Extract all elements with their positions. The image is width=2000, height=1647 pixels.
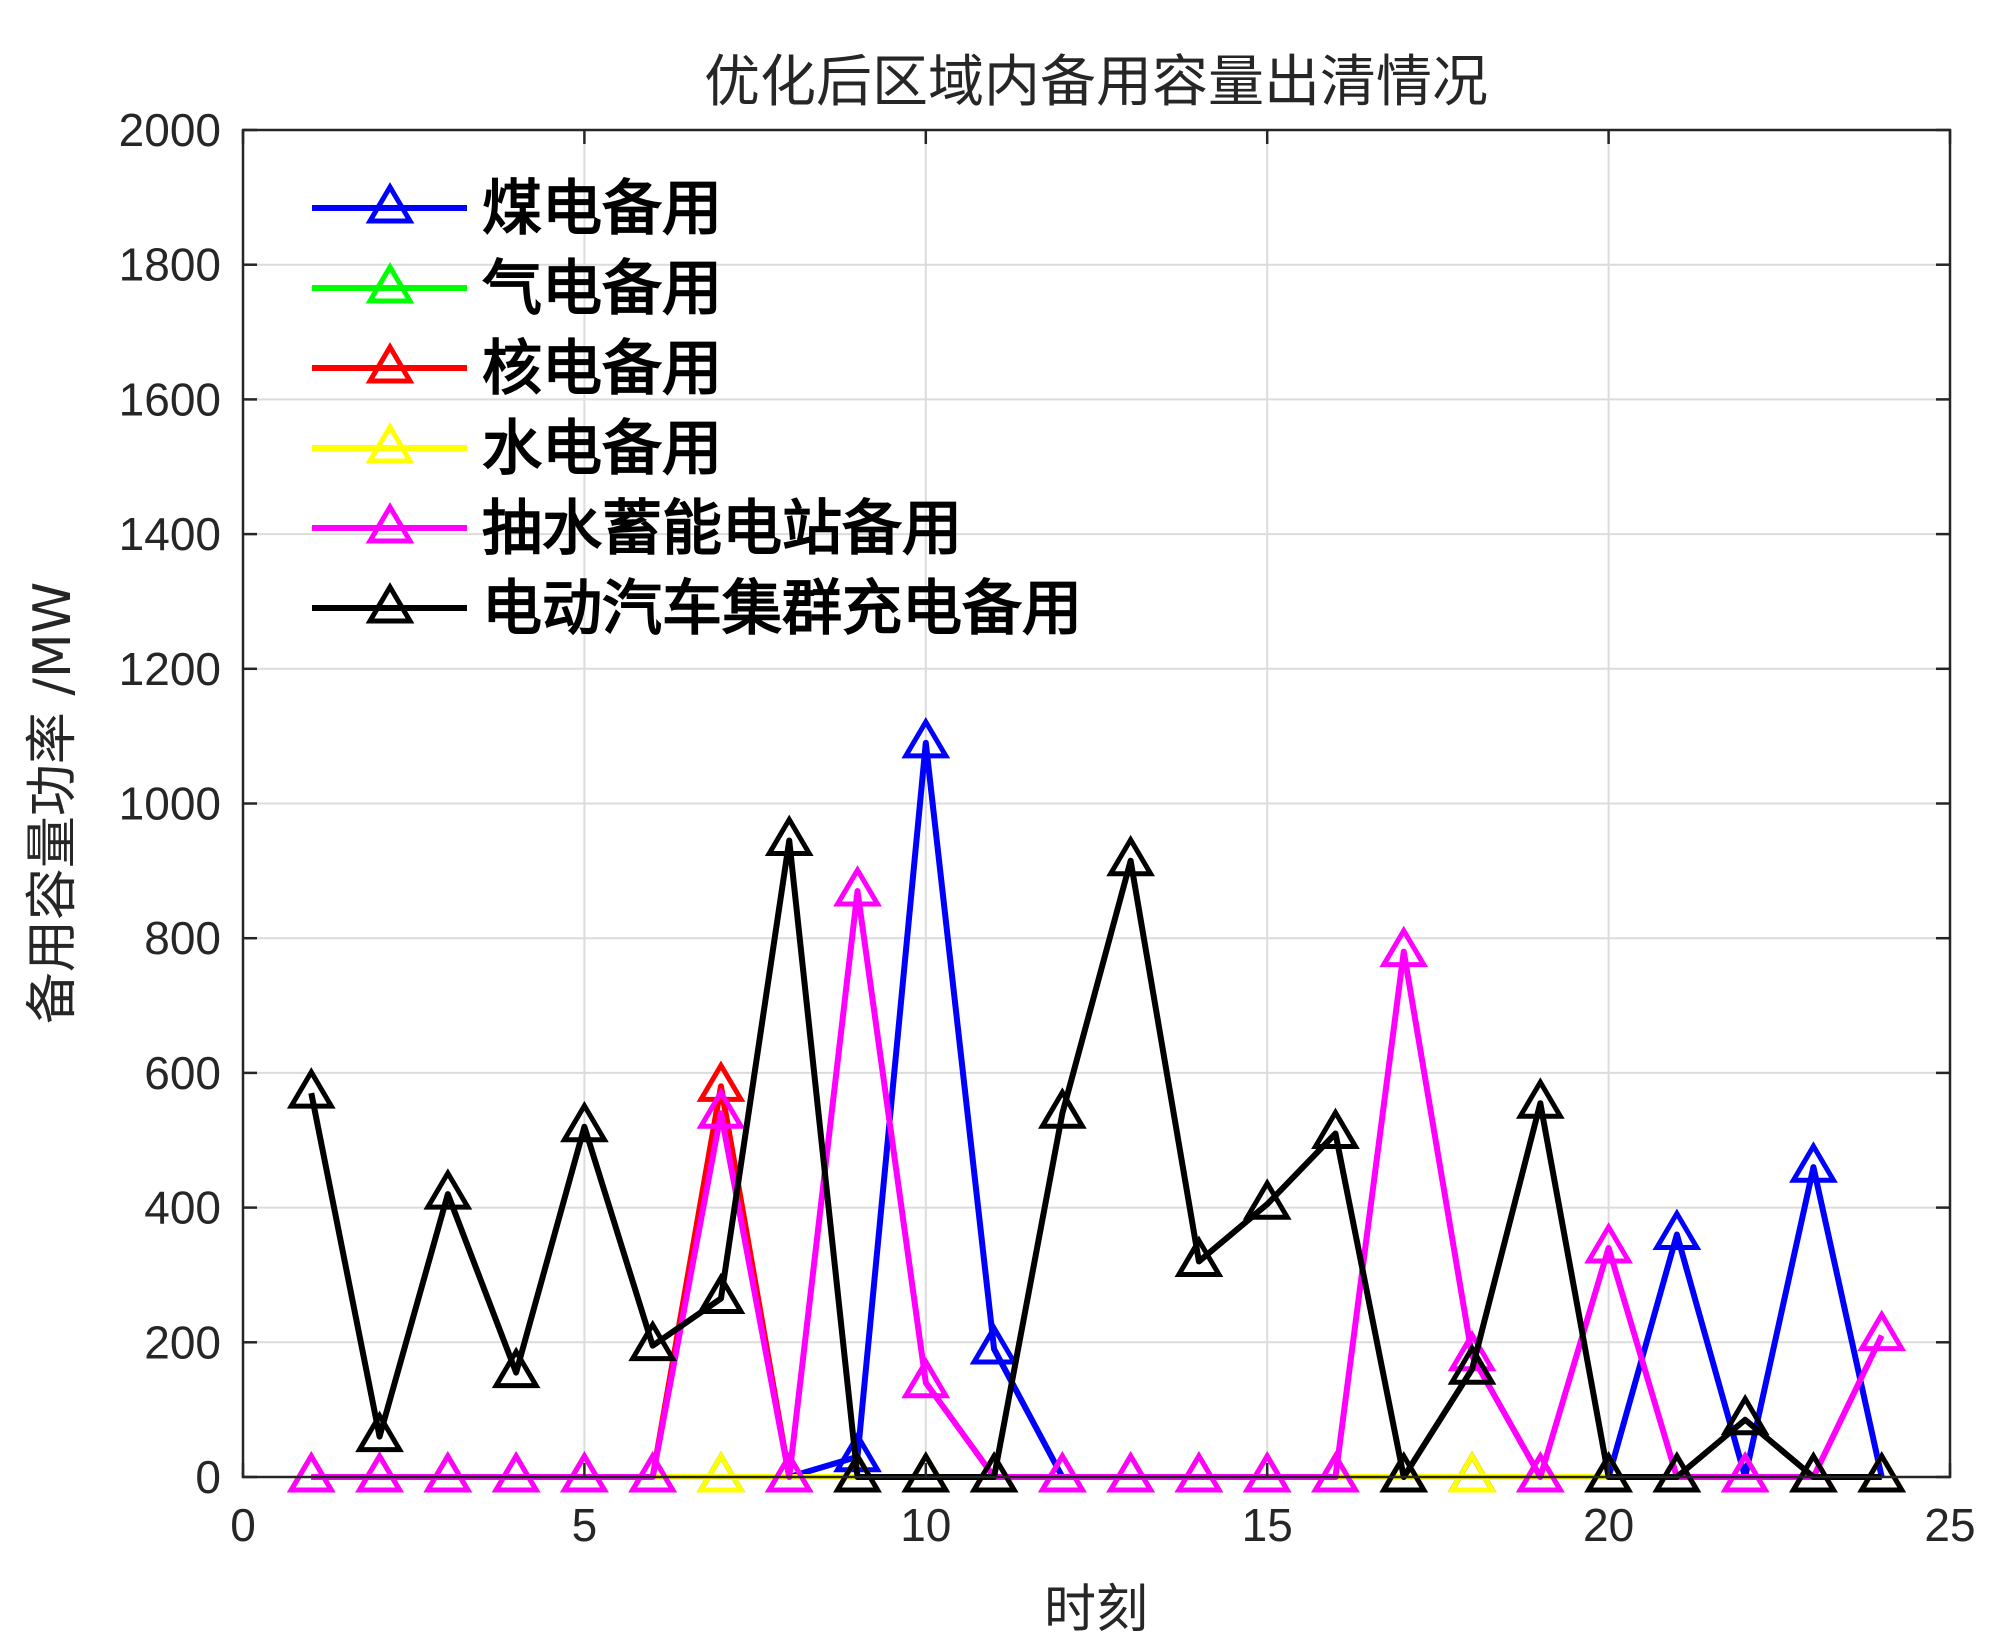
data-point-marker bbox=[696, 1272, 746, 1315]
legend-marker-icon bbox=[365, 502, 415, 544]
data-point-marker bbox=[901, 1451, 951, 1493]
data-point-marker bbox=[1447, 1343, 1497, 1385]
y-tick-label: 400 bbox=[144, 1182, 221, 1234]
data-point-marker bbox=[764, 814, 814, 857]
data-point-marker bbox=[1106, 1451, 1156, 1493]
data-point-marker bbox=[1106, 834, 1156, 877]
y-tick-label: 1600 bbox=[119, 373, 221, 425]
data-point-marker bbox=[1789, 1451, 1838, 1493]
legend-label: 气电备用 bbox=[482, 254, 722, 324]
legend-item: 气电备用 bbox=[312, 254, 722, 324]
data-point-marker bbox=[355, 1451, 404, 1493]
x-tick-label: 5 bbox=[572, 1499, 598, 1551]
y-tick-label: 200 bbox=[144, 1316, 221, 1368]
x-axis-label: 时刻 bbox=[1044, 1580, 1148, 1640]
data-point-marker bbox=[696, 1087, 746, 1129]
x-tick-label: 0 bbox=[230, 1499, 256, 1551]
legend-marker-icon bbox=[365, 182, 415, 224]
data-point-marker bbox=[491, 1346, 541, 1389]
data-point-marker bbox=[1379, 925, 1429, 968]
data-point-marker bbox=[1652, 1451, 1702, 1493]
data-point-marker bbox=[423, 1451, 473, 1493]
data-point-marker bbox=[833, 1451, 882, 1493]
x-tick-label: 25 bbox=[1924, 1499, 1975, 1551]
data-point-marker bbox=[1584, 1451, 1633, 1493]
data-point-marker bbox=[1037, 1451, 1087, 1493]
legend-item: 煤电备用 bbox=[312, 174, 722, 244]
legend-label: 水电备用 bbox=[482, 414, 722, 484]
legend-label: 电动汽车集群充电备用 bbox=[482, 574, 1082, 644]
x-tick-label: 10 bbox=[900, 1499, 951, 1551]
data-point-marker bbox=[1174, 1451, 1224, 1493]
data-point-marker bbox=[1242, 1178, 1292, 1220]
data-point-marker bbox=[1720, 1451, 1770, 1493]
data-point-marker bbox=[560, 1100, 609, 1143]
data-point-marker bbox=[560, 1451, 609, 1493]
data-point-marker bbox=[969, 1451, 1019, 1493]
legend-label: 煤电备用 bbox=[482, 174, 722, 244]
y-tick-label: 600 bbox=[144, 1047, 221, 1099]
data-point-marker bbox=[1037, 1087, 1087, 1129]
data-point-marker bbox=[286, 1067, 336, 1109]
data-point-marker bbox=[1311, 1451, 1360, 1493]
data-point-marker bbox=[901, 716, 951, 759]
y-tick-label: 1800 bbox=[119, 239, 221, 291]
data-point-marker bbox=[696, 1451, 746, 1493]
data-point-marker bbox=[286, 1451, 336, 1493]
legend-item: 抽水蓄能电站备用 bbox=[312, 494, 962, 564]
data-point-marker bbox=[1379, 1451, 1429, 1493]
data-point-marker bbox=[423, 1168, 473, 1210]
x-tick-label: 20 bbox=[1583, 1499, 1634, 1551]
data-point-marker bbox=[1515, 1077, 1565, 1119]
legend-item: 水电备用 bbox=[312, 414, 722, 484]
legend-item: 电动汽车集群充电备用 bbox=[312, 574, 1082, 644]
data-point-marker bbox=[1311, 1107, 1360, 1150]
legend-marker-icon bbox=[365, 342, 415, 384]
data-point-marker bbox=[1584, 1222, 1633, 1264]
data-point-marker bbox=[1652, 1208, 1702, 1251]
data-point-marker bbox=[628, 1319, 678, 1362]
legend-label: 核电备用 bbox=[482, 334, 722, 404]
data-point-marker bbox=[355, 1410, 404, 1453]
y-tick-label: 0 bbox=[195, 1451, 221, 1503]
data-point-marker bbox=[696, 1060, 746, 1102]
y-axis-label: 备用容量功率 /MW bbox=[23, 582, 83, 1024]
data-point-marker bbox=[1447, 1451, 1497, 1493]
legend-item: 核电备用 bbox=[312, 334, 722, 404]
legend-marker-icon bbox=[365, 422, 415, 464]
legend-marker-icon bbox=[365, 262, 415, 304]
data-point-marker bbox=[1789, 1141, 1838, 1183]
data-point-marker bbox=[1174, 1235, 1224, 1277]
data-point-marker bbox=[1242, 1451, 1292, 1493]
data-point-marker bbox=[833, 865, 882, 907]
data-point-marker bbox=[969, 1323, 1019, 1365]
x-tick-label: 15 bbox=[1242, 1499, 1293, 1551]
y-tick-label: 1000 bbox=[119, 778, 221, 830]
data-point-marker bbox=[1857, 1309, 1907, 1352]
data-point-marker bbox=[1857, 1451, 1907, 1493]
axis-ticks: 0 5 10 15 20 25 0 200 400 600 800 1000 1200 1400 1600 1… bbox=[119, 104, 1976, 1551]
data-point-marker bbox=[764, 1451, 814, 1493]
data-point-marker bbox=[901, 1356, 951, 1399]
y-tick-label: 1200 bbox=[119, 643, 221, 695]
chart-title: 优化后区域内备用容量出清情况 bbox=[704, 50, 1488, 115]
y-tick-label: 2000 bbox=[119, 104, 221, 156]
legend-marker-icon bbox=[365, 582, 415, 624]
y-tick-label: 800 bbox=[144, 912, 221, 964]
legend-label: 抽水蓄能电站备用 bbox=[482, 494, 962, 564]
data-point-marker bbox=[491, 1451, 541, 1493]
data-point-marker bbox=[1515, 1451, 1565, 1493]
y-tick-label: 1400 bbox=[119, 508, 221, 560]
data-point-marker bbox=[628, 1451, 678, 1493]
data-point-marker bbox=[1720, 1393, 1770, 1436]
